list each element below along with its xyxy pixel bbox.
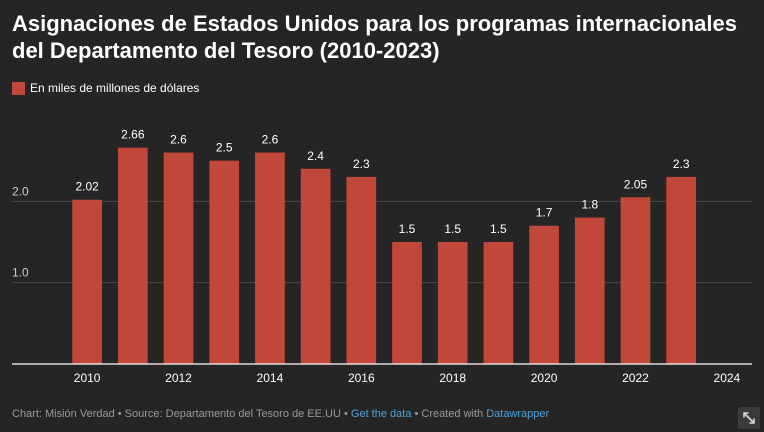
bar-value-label: 2.3 bbox=[673, 157, 690, 171]
bar bbox=[620, 197, 651, 364]
bar-value-label: 1.5 bbox=[399, 222, 416, 236]
bar-value-label: 2.4 bbox=[307, 149, 324, 163]
footer-created-with: • Created with bbox=[411, 408, 487, 420]
bar-value-label: 2.02 bbox=[75, 180, 99, 194]
y-tick-label: 1.0 bbox=[12, 266, 29, 280]
bar-value-label: 2.6 bbox=[170, 133, 187, 147]
x-tick-label: 2022 bbox=[622, 371, 649, 385]
x-tick-label: 2010 bbox=[74, 371, 101, 385]
bar-value-label: 1.8 bbox=[581, 198, 598, 212]
x-tick-label: 2024 bbox=[714, 371, 741, 385]
bar-value-label: 2.05 bbox=[624, 177, 648, 191]
bar bbox=[163, 152, 194, 364]
bar-value-label: 1.7 bbox=[536, 206, 553, 220]
bar-value-label: 2.5 bbox=[216, 141, 233, 155]
bar bbox=[437, 242, 468, 364]
bar-value-label: 2.3 bbox=[353, 157, 370, 171]
bar bbox=[300, 168, 331, 364]
bar-value-label: 1.5 bbox=[490, 222, 507, 236]
x-tick-label: 2014 bbox=[257, 371, 284, 385]
bar bbox=[255, 152, 285, 364]
bar bbox=[529, 225, 559, 364]
bar-value-label: 1.5 bbox=[444, 222, 461, 236]
x-tick-label: 2018 bbox=[439, 371, 466, 385]
bar-value-label: 2.6 bbox=[262, 133, 279, 147]
bar bbox=[392, 242, 422, 364]
legend-swatch bbox=[12, 81, 25, 95]
get-data-link[interactable]: Get the data bbox=[350, 408, 412, 420]
bar bbox=[117, 147, 148, 364]
footer-credits: Chart: Misión Verdad • Source: Departame… bbox=[12, 408, 549, 420]
bar bbox=[346, 176, 377, 364]
bar bbox=[483, 242, 514, 364]
chart-title: Asignaciones de Estados Unidos para los … bbox=[12, 11, 737, 63]
y-tick-label: 2.0 bbox=[12, 184, 29, 198]
datawrapper-link[interactable]: Datawrapper bbox=[486, 408, 550, 420]
expand-button[interactable] bbox=[738, 407, 760, 429]
bar bbox=[574, 217, 605, 364]
legend: En miles de millones de dólares bbox=[12, 80, 199, 96]
bar bbox=[72, 199, 102, 364]
bar bbox=[666, 176, 697, 364]
expand-arrows-icon bbox=[743, 412, 755, 424]
footer-source: Chart: Misión Verdad • Source: Departame… bbox=[12, 408, 351, 420]
x-tick-label: 2020 bbox=[531, 371, 558, 385]
x-tick-label: 2016 bbox=[348, 371, 375, 385]
bar-value-label: 2.66 bbox=[121, 128, 145, 142]
bar bbox=[209, 160, 240, 364]
x-tick-label: 2012 bbox=[165, 371, 192, 385]
legend-label: En miles de millones de dólares bbox=[30, 81, 200, 95]
